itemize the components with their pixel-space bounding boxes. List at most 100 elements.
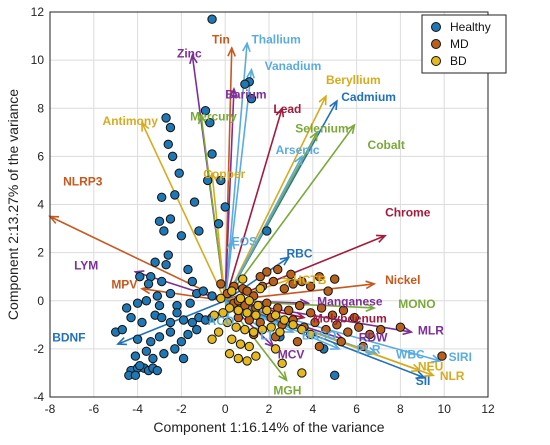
vector-label: NEU	[418, 360, 443, 374]
data-point-healthy	[165, 122, 176, 133]
legend-marker	[431, 56, 441, 66]
data-point-md	[321, 324, 331, 335]
vector-line	[211, 173, 226, 301]
data-point-md	[395, 322, 406, 332]
data-point-md	[336, 336, 346, 347]
x-tick-label: 2	[266, 402, 273, 416]
data-point-healthy	[170, 190, 180, 200]
data-point-bd	[235, 293, 246, 304]
data-point-healthy	[159, 226, 169, 236]
data-point-md	[358, 341, 368, 352]
data-point-md	[330, 274, 340, 284]
vector-label: HCTB	[293, 273, 327, 287]
data-point-bd	[242, 356, 252, 366]
data-point-md	[279, 284, 290, 294]
vector-label: MONO	[398, 297, 435, 311]
data-point-bd	[251, 351, 261, 361]
data-point-md	[268, 276, 279, 287]
y-tick-label: 6	[37, 149, 44, 163]
vector-line	[200, 115, 226, 301]
vector-line	[49, 215, 226, 302]
data-point-healthy	[220, 202, 230, 212]
data-point-md	[262, 267, 272, 277]
data-point-md	[314, 271, 325, 282]
data-point-healthy	[207, 14, 217, 24]
vector-label: Barium	[225, 88, 266, 102]
plot-border	[49, 11, 489, 398]
data-point-healthy	[126, 312, 136, 323]
vector-line	[224, 95, 327, 302]
data-point-healthy	[194, 226, 204, 236]
x-tick-label: 4	[309, 402, 316, 416]
data-point-md	[284, 305, 294, 316]
legend-marker	[431, 22, 441, 32]
legend: Healthy MD BD	[421, 14, 507, 74]
data-point-bd	[222, 317, 233, 328]
y-tick-label: 8	[37, 101, 44, 115]
data-point-healthy	[130, 351, 141, 361]
data-point-healthy	[262, 226, 272, 236]
vector-label: NLRP3	[63, 174, 103, 188]
data-point-bd	[216, 293, 226, 304]
vector-arrowhead	[367, 346, 379, 356]
data-point-bd	[253, 300, 263, 311]
data-point-healthy	[207, 149, 217, 159]
data-point-healthy	[183, 329, 193, 340]
data-point-healthy	[165, 288, 176, 299]
data-point-md	[297, 276, 307, 287]
vector-label: Antimony	[103, 114, 159, 128]
vector-label: PLR	[357, 343, 381, 357]
vector-label: SII	[416, 374, 431, 388]
data-point-bd	[231, 322, 241, 332]
data-point-healthy	[165, 317, 176, 328]
data-point-healthy	[152, 291, 163, 301]
vector-arrowhead	[346, 123, 356, 135]
data-point-bd	[270, 310, 281, 320]
data-point-md	[286, 269, 296, 279]
data-point-md	[273, 264, 283, 275]
data-point-md	[354, 322, 364, 332]
y-tick-label: -4	[33, 390, 44, 404]
data-point-healthy	[117, 324, 127, 335]
data-point-bd	[242, 308, 252, 318]
data-point-md	[365, 329, 375, 340]
data-point-healthy	[163, 139, 173, 150]
vector-label: LYM	[74, 258, 98, 272]
data-point-healthy	[130, 370, 141, 381]
vector-label: Mercury	[190, 109, 237, 123]
data-point-healthy	[178, 315, 189, 325]
data-point-healthy	[330, 370, 340, 381]
data-point-healthy	[154, 332, 165, 342]
data-point-healthy	[189, 197, 200, 207]
data-point-healthy	[121, 303, 132, 313]
data-point-md	[437, 351, 447, 361]
vector-label: NLR	[440, 369, 465, 383]
data-point-healthy	[192, 324, 202, 335]
data-point-bd	[275, 327, 285, 337]
data-point-bd	[244, 341, 254, 352]
data-point-healthy	[156, 192, 167, 202]
legend-label: Healthy	[450, 20, 491, 34]
vector-arrowhead	[376, 234, 387, 243]
data-point-healthy	[207, 291, 217, 301]
data-point-bd	[238, 274, 248, 284]
data-point-bd	[227, 334, 237, 344]
data-point-md	[292, 336, 303, 347]
vector-arrowhead	[279, 256, 291, 266]
data-point-healthy	[135, 361, 145, 371]
loading-vector-labels: Tin Thallium Zinc Vanadium Beryllium Barium Le…	[52, 32, 472, 397]
vector-label: MLR	[418, 323, 444, 337]
vector-arrowhead	[295, 311, 306, 321]
x-tick-label: 12	[481, 402, 495, 416]
vector-arrowhead	[275, 106, 285, 118]
vector-label: WBC	[396, 348, 425, 362]
data-point-healthy	[165, 214, 176, 224]
data-point-healthy	[154, 216, 165, 227]
data-point-bd	[255, 284, 265, 294]
data-point-healthy	[198, 286, 209, 296]
data-point-bd	[209, 310, 219, 320]
vector-label: RDW	[359, 331, 388, 345]
data-point-bd	[227, 286, 237, 296]
data-point-md	[310, 317, 320, 328]
vector-line	[224, 299, 441, 362]
